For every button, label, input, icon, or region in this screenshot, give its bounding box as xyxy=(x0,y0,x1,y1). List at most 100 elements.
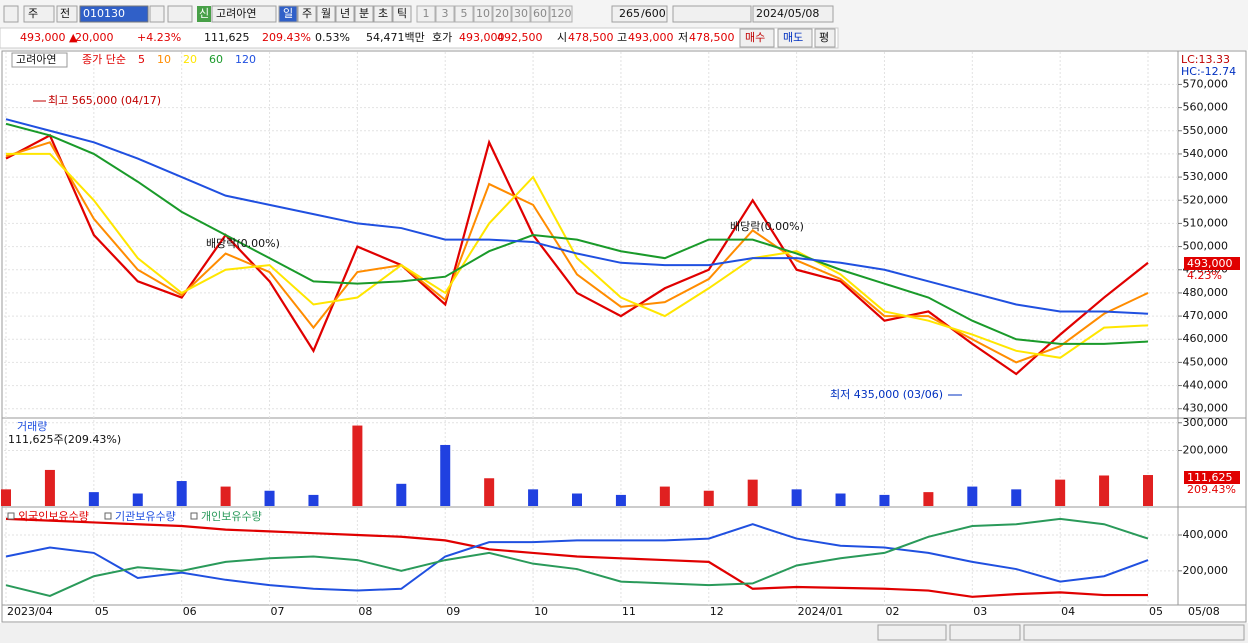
x-tick-label: 04 xyxy=(1061,605,1075,618)
menu-button[interactable] xyxy=(3,5,19,23)
price-tag-label: 493,000 xyxy=(1187,257,1233,270)
series-line xyxy=(5,118,1149,315)
volume-tag-label: 111,625 xyxy=(1187,471,1233,484)
y-tick-label: 200,000 xyxy=(1183,564,1229,577)
interval: 120 xyxy=(551,7,572,20)
period: 분 xyxy=(359,7,369,20)
y-tick-label: 200,000 xyxy=(1183,444,1229,457)
interval-button[interactable] xyxy=(511,5,531,23)
y-tick-label: 440,000 xyxy=(1183,379,1229,392)
period: 일 xyxy=(283,6,293,20)
volume-bar xyxy=(308,494,319,506)
search-button[interactable] xyxy=(149,5,165,23)
x-tick-label: 11 xyxy=(622,605,636,618)
date: 2024/05/08 xyxy=(756,7,819,20)
annotation-high: 최고 565,000 (04/17) xyxy=(48,94,161,107)
high: 493,000 xyxy=(628,31,674,44)
avg-button[interactable] xyxy=(814,28,836,48)
chart-title: 고려아연 xyxy=(16,53,56,66)
volume-bar xyxy=(879,494,890,506)
interval-button[interactable] xyxy=(530,5,550,23)
buy-button[interactable] xyxy=(739,28,775,48)
volume-bar xyxy=(1,489,11,506)
code-input[interactable] xyxy=(79,5,149,23)
scope: 전 xyxy=(60,7,70,20)
x-tick-label: 07 xyxy=(271,605,285,618)
period-button[interactable] xyxy=(392,5,412,23)
x-tick-label: 05 xyxy=(1149,605,1163,618)
lc-label: LC:13.33 xyxy=(1181,53,1230,66)
ask: 493,000 xyxy=(459,31,505,44)
interval: 3 xyxy=(442,7,449,20)
date-box[interactable] xyxy=(752,5,834,23)
period-button[interactable] xyxy=(297,5,317,23)
legend-entry: 5 xyxy=(138,53,145,66)
period-button[interactable] xyxy=(335,5,355,23)
series-line xyxy=(5,523,1149,592)
interval: 60 xyxy=(533,7,547,20)
volume-bar xyxy=(967,486,978,506)
ask-label: 호가 xyxy=(432,31,452,44)
interval-button[interactable] xyxy=(492,5,512,23)
annotation-low: 최저 435,000 (03/06) xyxy=(830,388,943,401)
stock-name: 고려아연 xyxy=(216,7,256,20)
volume-bar xyxy=(176,481,187,506)
count-max: /600 xyxy=(641,7,666,20)
avg: 평 xyxy=(819,31,829,44)
volume-bar xyxy=(528,489,539,506)
badge-bg xyxy=(197,6,211,22)
period: 초 xyxy=(378,7,388,20)
legend-swatch xyxy=(104,512,112,520)
x-tick-label: 05 xyxy=(95,605,109,618)
count-box xyxy=(611,5,668,23)
volume-bar xyxy=(1143,475,1153,506)
y-tick-label: 560,000 xyxy=(1183,101,1229,114)
volume-tag-pct: 209.43% xyxy=(1187,483,1236,496)
volume-bar xyxy=(440,444,451,506)
x-tick-label: 10 xyxy=(534,605,548,618)
x-tick-label: 08 xyxy=(358,605,372,618)
turnover: 0.53% xyxy=(315,31,350,44)
interval: 20 xyxy=(495,7,509,20)
volume-bar xyxy=(88,492,99,506)
tool-icons[interactable] xyxy=(1023,624,1245,641)
series-line xyxy=(6,152,1149,359)
volume-bar xyxy=(835,493,846,506)
sell-button[interactable] xyxy=(777,28,813,48)
interval-button[interactable] xyxy=(416,5,436,23)
interval-button[interactable] xyxy=(473,5,493,23)
x-tick-label: 2023/04 xyxy=(7,605,53,618)
period-button[interactable] xyxy=(278,5,298,23)
period-button[interactable] xyxy=(354,5,374,23)
interval-button[interactable] xyxy=(454,5,474,23)
y-tick-label: 540,000 xyxy=(1183,147,1229,160)
volume-bar xyxy=(923,492,934,506)
legend-swatch xyxy=(190,512,198,520)
volume-bar xyxy=(352,425,363,506)
price: 493,000 ▲ xyxy=(20,31,78,44)
volume-bar xyxy=(44,469,55,506)
period-button[interactable] xyxy=(316,5,336,23)
period-button[interactable] xyxy=(373,5,393,23)
chart-frame xyxy=(1,50,1247,623)
tool-buttons[interactable] xyxy=(672,5,752,23)
panel-title: 거래량 xyxy=(17,420,47,433)
x-tick-label: 12 xyxy=(710,605,724,618)
zoom-slider[interactable] xyxy=(949,624,1021,641)
scope-button[interactable] xyxy=(56,5,78,23)
market-select[interactable] xyxy=(23,5,55,23)
sell: 매도 xyxy=(783,31,803,44)
interval-button[interactable] xyxy=(435,5,455,23)
legend-swatch xyxy=(7,512,15,520)
y-tick-label: 550,000 xyxy=(1183,124,1229,137)
scroll-buttons[interactable] xyxy=(877,624,947,641)
interval-button[interactable] xyxy=(549,5,573,23)
y-tick-label: 570,000 xyxy=(1183,77,1229,90)
sound-button[interactable] xyxy=(167,5,193,23)
count: 265 xyxy=(619,7,640,20)
low-label: 저 xyxy=(678,31,688,44)
volume-bar xyxy=(615,494,626,506)
period: 월 xyxy=(321,7,331,20)
open-label: 시 xyxy=(557,31,567,44)
